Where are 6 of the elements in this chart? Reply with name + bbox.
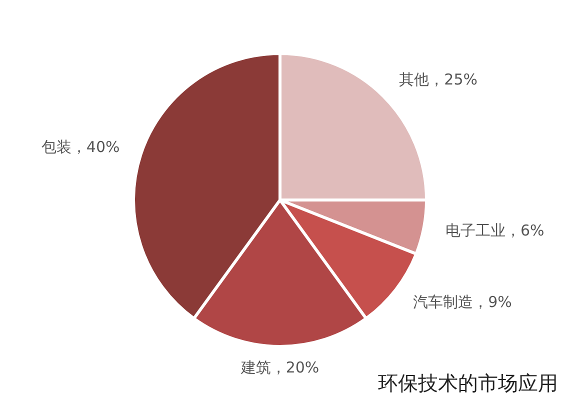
text: 环保技术的市场应用 <box>378 371 558 395</box>
slice-label: 其他，25% <box>399 70 478 89</box>
slice-label: 包装，40% <box>41 138 120 156</box>
slice-label: 汽车制造，9% <box>413 293 512 312</box>
slice-label: 建筑，20% <box>240 358 320 376</box>
slice-label: 电子工业，6% <box>446 221 544 240</box>
